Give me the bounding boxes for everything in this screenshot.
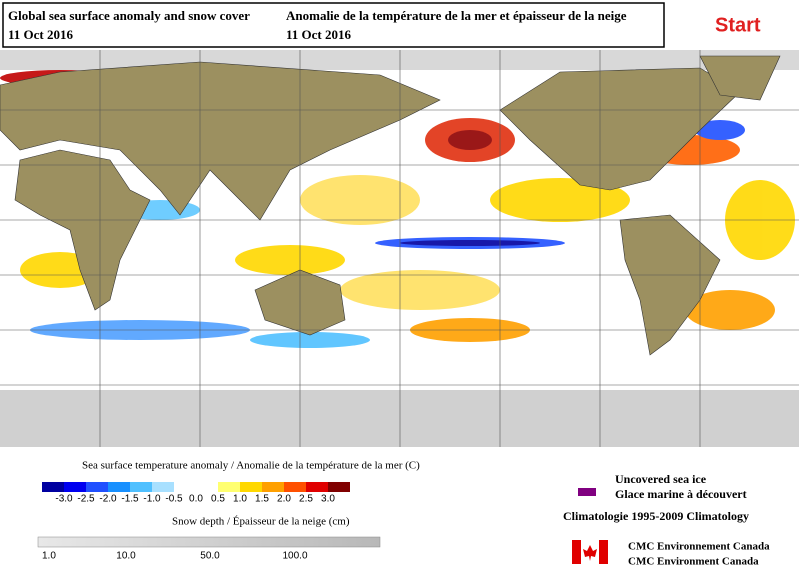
sst-tick-label: 0.5 <box>211 494 225 505</box>
climatology: Climatologie 1995-2009 Climatology <box>563 509 749 523</box>
sst-tick-label: -0.5 <box>165 494 183 505</box>
map <box>0 50 799 447</box>
sst-tick-label: 1.5 <box>255 494 269 505</box>
snow-tick-label: 100.0 <box>282 551 307 562</box>
snow-tick-label: 50.0 <box>200 551 220 562</box>
snow-ticks: 1.0 10.0 50.0 100.0 <box>42 551 308 562</box>
sst-tick-label: -1.5 <box>121 494 139 505</box>
sst-tick-label: -1.0 <box>143 494 161 505</box>
sst-tick-label: 2.5 <box>299 494 313 505</box>
sst-swatch <box>328 482 350 492</box>
antarctic <box>0 390 799 447</box>
sst-swatch <box>130 482 152 492</box>
sst-color-bar: -3.0 -2.5 -2.0 -1.5 -1.0 -0.5 0.0 0.5 1.0 1.5 2.0 2… <box>42 482 350 505</box>
sst-tick-label: -2.5 <box>77 494 95 505</box>
sst-swatch <box>42 482 64 492</box>
sst-tick-label: 0.0 <box>189 494 203 505</box>
sst-swatch <box>284 482 306 492</box>
title-fr: Anomalie de la température de la mer et … <box>286 8 627 23</box>
graticule <box>0 50 799 447</box>
sst-tick-label: -2.0 <box>99 494 117 505</box>
header-box <box>2 2 665 48</box>
title-en: Global sea surface anomaly and snow cove… <box>8 8 250 23</box>
arctic-ice <box>0 50 799 70</box>
sst-swatch <box>174 482 196 492</box>
sea-ice-swatch <box>578 488 596 496</box>
snow-tick-label: 1.0 <box>42 551 56 562</box>
credit-fr: CMC Environnement Canada <box>628 541 770 553</box>
sst-swatch <box>240 482 262 492</box>
date-fr: 11 Oct 2016 <box>286 27 351 42</box>
snow-color-bar <box>37 536 381 548</box>
credit-en: CMC Environment Canada <box>628 556 759 568</box>
sst-tick-label: 1.0 <box>233 494 247 505</box>
sst-swatch <box>152 482 174 492</box>
sea-ice-label-en: Uncovered sea ice <box>615 472 707 486</box>
sst-swatch <box>86 482 108 492</box>
canada-flag <box>572 540 608 564</box>
sst-swatch <box>108 482 130 492</box>
sst-tick-label: 2.0 <box>277 494 291 505</box>
snow-tick-label: 10.0 <box>116 551 136 562</box>
sst-swatch <box>262 482 284 492</box>
snow-legend-title: Snow depth / Épaisseur de la neige (cm) <box>172 516 350 528</box>
sst-legend-title: Sea surface temperature anomaly / Anomal… <box>82 460 420 472</box>
sea-ice-label-fr: Glace marine à découvert <box>615 487 747 501</box>
date-en: 11 Oct 2016 <box>8 27 73 42</box>
start-button[interactable]: Start <box>715 14 761 36</box>
sst-tick-label: 3.0 <box>321 494 335 505</box>
sst-swatch <box>64 482 86 492</box>
sst-swatch <box>218 482 240 492</box>
sst-swatch <box>196 482 218 492</box>
sst-tick-label: -3.0 <box>55 494 73 505</box>
sst-swatch <box>306 482 328 492</box>
